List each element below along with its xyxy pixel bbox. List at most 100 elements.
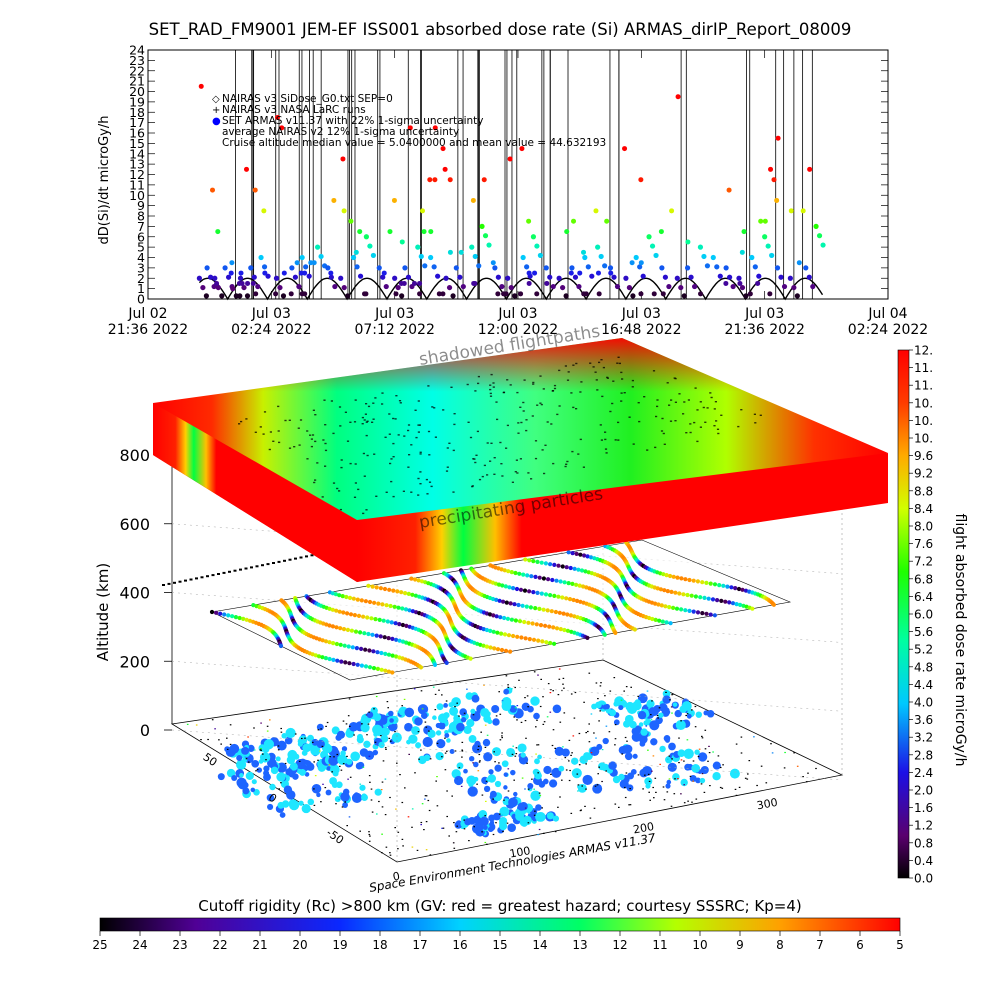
ground-track-dot (466, 688, 468, 690)
data-point (816, 233, 823, 239)
ground-track-dot (549, 711, 552, 713)
orbit-point (444, 660, 449, 666)
land-patch (473, 761, 479, 768)
ground-track-dot (668, 755, 671, 757)
ground-track-dot (516, 719, 518, 721)
ground-track-dot (461, 741, 464, 743)
slab-track-dot (314, 414, 317, 416)
ground-track-dot (744, 777, 747, 779)
slab-track-dot (493, 473, 496, 475)
land-patch (665, 783, 671, 789)
land-patch (501, 701, 512, 712)
ground-track-dot (651, 770, 653, 772)
land-patch (503, 772, 509, 777)
orbit-point (534, 622, 539, 627)
data-point (633, 254, 639, 261)
ground-track-dot (498, 691, 500, 693)
ground-track-dot (599, 685, 602, 687)
ground-track-dot (707, 760, 709, 762)
ground-track-dot (595, 737, 597, 739)
orbit-point (578, 552, 583, 557)
slab-track-dot (595, 379, 598, 381)
data-point (595, 270, 601, 276)
data-point (534, 291, 540, 297)
land-patch (350, 751, 361, 762)
ground-track-dot (700, 783, 703, 785)
ground-track-dot (614, 738, 617, 740)
land-patch (451, 697, 461, 707)
orbit-point (418, 665, 424, 670)
data-point (422, 263, 428, 269)
orbit-point (691, 609, 696, 614)
legend-entry: SET ARMAS v11.37 with 22% 1-sigma uncert… (222, 115, 484, 127)
orbit-point (390, 670, 395, 675)
slab-track-dot (324, 424, 327, 426)
orbit-point (574, 582, 579, 587)
ground-track-dot (557, 694, 560, 696)
ground-track-dot (738, 786, 741, 788)
orbit-point (367, 665, 373, 670)
slab-track-dot (556, 413, 559, 416)
land-patch (494, 780, 502, 788)
orbit-tail (162, 584, 165, 586)
x-tick-time: 21:36 2022 (724, 322, 804, 338)
land-patch (334, 796, 341, 803)
slab-track-dot (453, 423, 456, 426)
land-patch (247, 744, 255, 753)
ground-track-dot (214, 728, 216, 730)
data-point (820, 242, 826, 248)
ground-track-dot (195, 724, 198, 726)
land-patch (336, 730, 346, 739)
orbit-point (543, 623, 548, 628)
land-patch (288, 799, 300, 811)
ground-track-dot (624, 786, 626, 789)
slab-track-dot (288, 419, 291, 421)
orbit-tail (239, 568, 242, 571)
slab-track-dot (570, 392, 573, 394)
data-point (800, 208, 806, 214)
orbit-point (363, 647, 368, 652)
slab-track-dot (353, 421, 357, 423)
data-point (288, 291, 294, 297)
orbit-point (499, 567, 504, 572)
orbit-point (488, 645, 493, 650)
slab-track-dot (384, 436, 387, 438)
ground-track-dot (543, 721, 546, 723)
orbit-point (338, 626, 343, 631)
ground-track-dot (226, 748, 229, 750)
orbit-point (552, 562, 557, 568)
slab-track-dot (339, 425, 342, 427)
orbit-point (346, 644, 351, 649)
slab-track-dot (534, 457, 538, 460)
colorbar-tick-label: 8.8 (914, 484, 933, 498)
slab-track-dot (702, 406, 705, 409)
orbit-point (356, 613, 362, 619)
ground-track-dot (605, 725, 608, 727)
orbit-point (508, 649, 513, 654)
ground-track-dot (368, 775, 371, 777)
data-point (219, 293, 225, 299)
ground-track-dot (423, 829, 425, 831)
ground-track-dot (424, 795, 427, 797)
y-tick-label: 23 (129, 53, 145, 68)
ground-track-dot (280, 727, 282, 730)
land-patch (558, 765, 565, 772)
orbit-point (568, 565, 573, 571)
ground-track-dot (670, 805, 673, 807)
ground-track-dot (399, 774, 401, 776)
orbit-point (337, 609, 342, 614)
data-point (453, 265, 459, 271)
ground-track-dot (608, 731, 611, 733)
ground-track-dot (253, 749, 256, 751)
orbit-point (712, 613, 718, 618)
land-patch (675, 719, 686, 731)
data-point (239, 280, 245, 286)
ground-track-dot (687, 800, 689, 802)
slab-track-dot (310, 445, 313, 448)
slab-track-dot (617, 421, 620, 424)
ground-track-dot (463, 712, 466, 714)
data-point (472, 280, 478, 286)
ground-track-dot (651, 700, 653, 702)
ground-track-dot (260, 722, 262, 724)
data-point (530, 234, 537, 240)
